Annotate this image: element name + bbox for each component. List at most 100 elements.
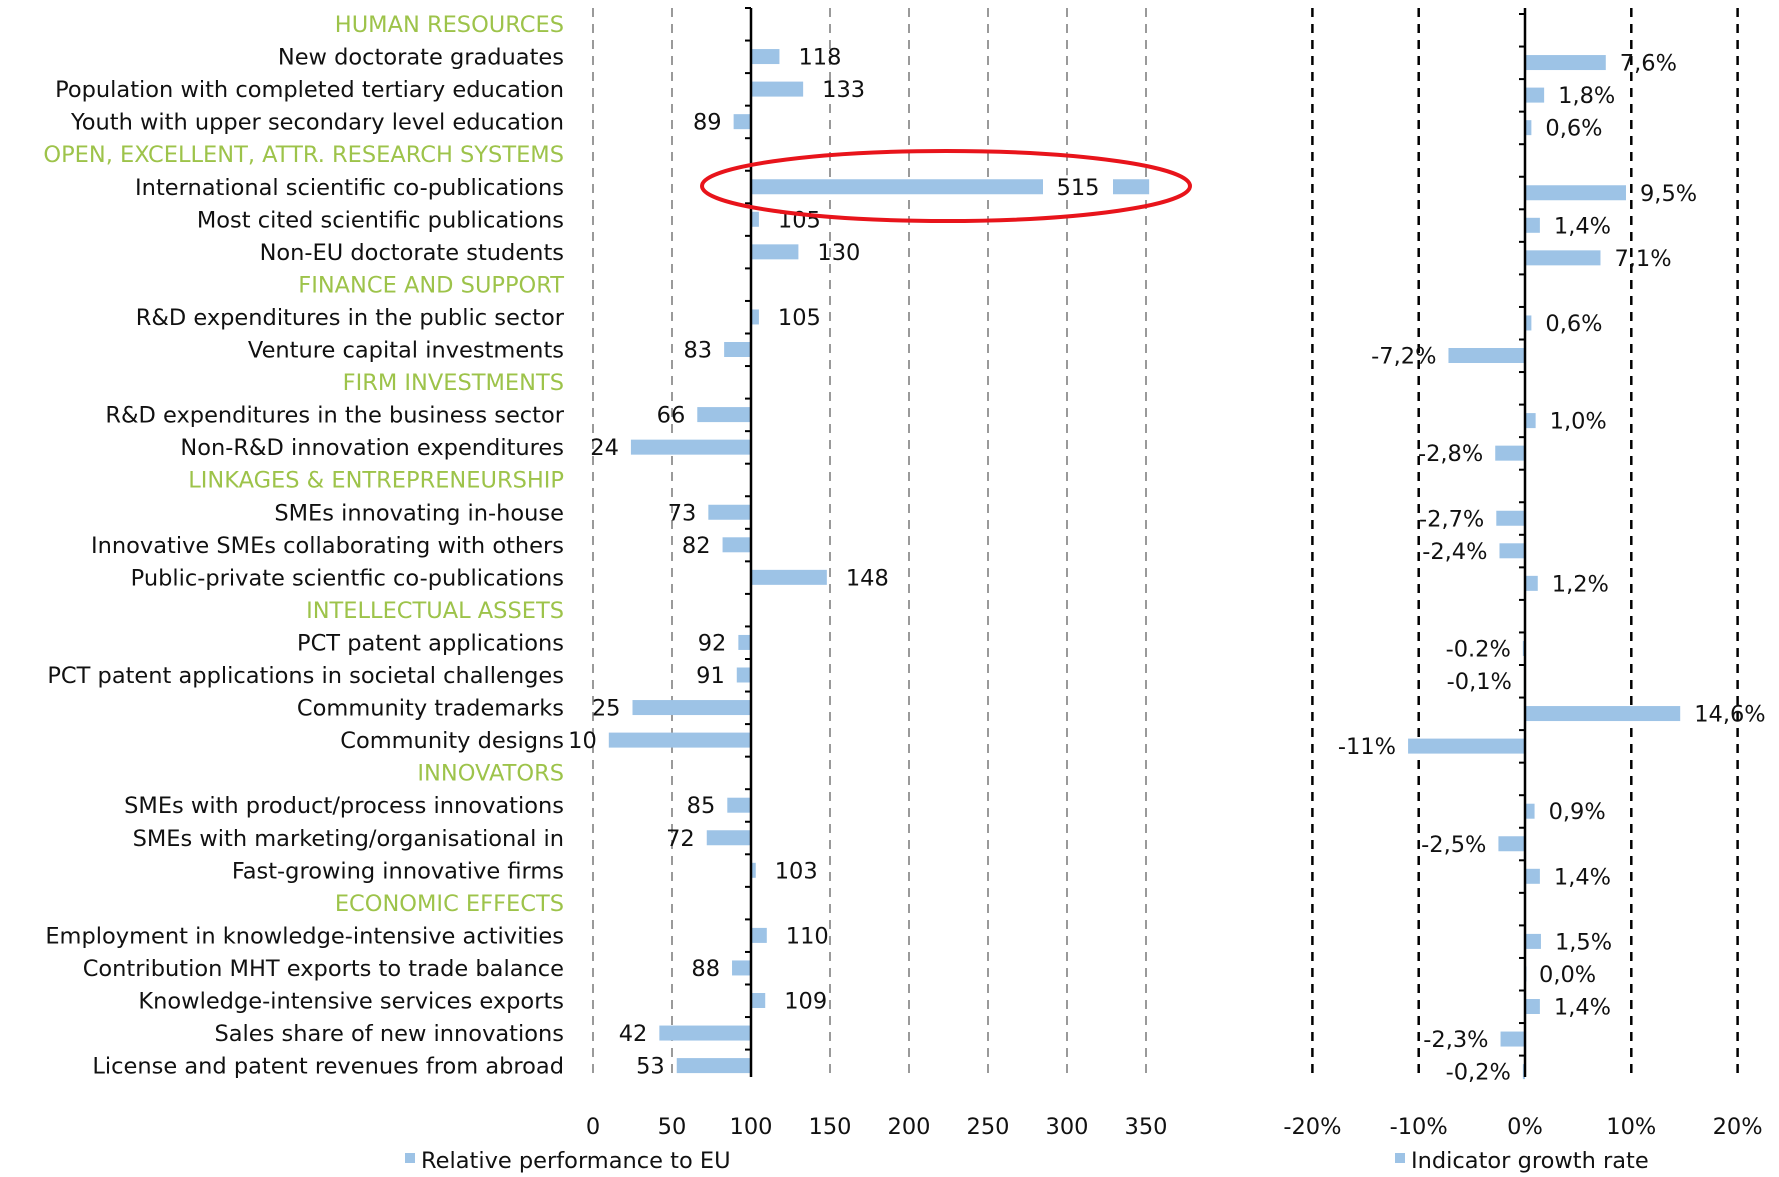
row-label-contribution-mht-exports-to-trade-balance: Contribution MHT exports to trade balanc…	[83, 956, 564, 982]
row-label-fast-growing-innovative-firms: Fast-growing innovative firms	[232, 858, 564, 884]
right-value-label-pct-patent-applications: -0.2%	[1446, 636, 1511, 662]
left-bar-smes-with-product-process-innovations	[727, 797, 751, 813]
row-label-r-d-expenditures-in-the-public-sector: R&D expenditures in the public sector	[136, 305, 565, 331]
left-value-label-innovative-smes-collaborating-with-others: 82	[682, 533, 711, 559]
left-value-label-employment-in-knowledge-intensive-activities: 110	[786, 923, 829, 949]
legend-swatch-relative-performance	[405, 1153, 415, 1163]
left-bar-new-doctorate-graduates	[751, 49, 780, 65]
right-bar-employment-in-knowledge-intensive-activities	[1525, 933, 1541, 949]
relative-performance-gridlines	[592, 8, 1147, 1077]
row-labels: HUMAN RESOURCES New doctorate graduates Po…	[43, 12, 564, 1080]
relative-performance-bars: 1181338951510513010583662473821489291251…	[568, 45, 1150, 1080]
right-bar-sales-share-of-new-innovations	[1500, 1031, 1525, 1047]
category-label-intellectual-assets: INTELLECTUAL ASSETS	[306, 598, 564, 624]
right-value-label-population-with-completed-tertiary-education: 1,8%	[1558, 83, 1615, 109]
right-bar-venture-capital-investments	[1448, 348, 1525, 363]
left-tick-label: 50	[658, 1114, 687, 1140]
row-label-youth-with-upper-secondary-level-education: Youth with upper secondary level educati…	[70, 110, 564, 136]
relative-performance-axis: 0 50 100 150 200 250 300 350	[586, 7, 1168, 1140]
left-value-label-r-d-expenditures-in-the-public-sector: 105	[778, 305, 821, 331]
legends: Relative performance to EU Indicator gro…	[405, 1148, 1649, 1174]
row-label-smes-with-marketing-organisational-in: SMEs with marketing/organisational in	[133, 826, 564, 852]
left-value-label-new-doctorate-graduates: 118	[798, 45, 841, 71]
right-tick-label: 10%	[1606, 1114, 1656, 1140]
left-value-label-knowledge-intensive-services-exports: 109	[784, 989, 827, 1015]
category-label-linkages-entrepreneurship: LINKAGES & ENTREPRENEURSHIP	[188, 468, 564, 494]
highlight-ellipse	[700, 149, 1192, 223]
left-value-label-pct-patent-applications: 92	[698, 630, 727, 656]
left-tick-label: 250	[967, 1114, 1010, 1140]
left-value-label-smes-with-marketing-organisational-in: 72	[666, 826, 695, 852]
left-bar-pct-patent-applications-in-societal-challenges	[736, 667, 751, 683]
right-bar-smes-innovating-in-house	[1496, 510, 1525, 526]
right-tick-label: 0%	[1507, 1114, 1543, 1140]
right-bar-knowledge-intensive-services-exports	[1525, 999, 1540, 1014]
row-label-pct-patent-applications-in-societal-challenges: PCT patent applications in societal chal…	[47, 663, 564, 689]
row-label-r-d-expenditures-in-the-business-sector: R&D expenditures in the business sector	[105, 403, 564, 429]
right-value-label-fast-growing-innovative-firms: 1,4%	[1554, 864, 1611, 890]
row-label-community-trademarks: Community trademarks	[297, 696, 564, 722]
growth-rate-bars: 7,6%1,8%0,6%9,5%1,4%7,1%0,6%-7,2%1,0%-2,…	[1338, 51, 1766, 1086]
left-value-label-non-eu-doctorate-students: 130	[817, 240, 860, 266]
growth-rate-axis: -20% -10% 0% 10% 20%	[1283, 8, 1763, 1140]
right-value-label-non-r-d-innovation-expenditures: -2,8%	[1418, 441, 1483, 467]
left-bar-r-d-expenditures-in-the-business-sector	[697, 407, 751, 423]
left-bar-label-knockout	[1043, 175, 1113, 199]
right-value-label-contribution-mht-exports-to-trade-balance: 0,0%	[1539, 962, 1596, 988]
left-tick-label: 350	[1125, 1114, 1168, 1140]
right-bar-most-cited-scientific-publications	[1525, 217, 1540, 233]
right-bar-fast-growing-innovative-firms	[1525, 868, 1540, 884]
left-bar-most-cited-scientific-publications	[751, 211, 759, 227]
right-value-label-innovative-smes-collaborating-with-others: -2,4%	[1422, 539, 1487, 565]
left-value-label-international-scientific-co-publications: 515	[1057, 175, 1100, 201]
left-bar-license-and-patent-revenues-from-abroad	[676, 1058, 751, 1074]
left-value-label-youth-with-upper-secondary-level-education: 89	[693, 110, 722, 136]
left-tick-label: 100	[730, 1114, 773, 1140]
right-value-label-pct-patent-applications-in-societal-challenges: -0,1%	[1447, 669, 1512, 695]
row-label-pct-patent-applications: PCT patent applications	[297, 630, 564, 656]
row-label-venture-capital-investments: Venture capital investments	[248, 338, 564, 364]
row-label-public-private-scientfic-co-publications: Public-private scientfic co-publications	[131, 565, 564, 591]
left-bar-community-designs	[608, 732, 751, 748]
left-tick-label: 0	[586, 1114, 600, 1140]
right-bar-r-d-expenditures-in-the-public-sector	[1525, 315, 1532, 331]
category-label-human-resources: HUMAN RESOURCES	[335, 12, 564, 38]
row-label-smes-innovating-in-house: SMEs innovating in-house	[274, 500, 564, 526]
left-bar-non-r-d-innovation-expenditures	[630, 439, 751, 455]
left-tick-label: 200	[888, 1114, 931, 1140]
row-label-smes-with-product-process-innovations: SMEs with product/process innovations	[124, 793, 564, 819]
left-bar-knowledge-intensive-services-exports	[751, 993, 766, 1008]
row-label-employment-in-knowledge-intensive-activities: Employment in knowledge-intensive activi…	[45, 923, 564, 949]
right-value-label-venture-capital-investments: -7,2%	[1371, 344, 1436, 370]
right-value-label-knowledge-intensive-services-exports: 1,4%	[1554, 995, 1611, 1021]
left-bar-contribution-mht-exports-to-trade-balance	[732, 960, 751, 976]
left-bar-smes-innovating-in-house	[708, 504, 751, 520]
right-value-label-r-d-expenditures-in-the-business-sector: 1,0%	[1550, 409, 1607, 435]
left-bar-pct-patent-applications	[738, 634, 751, 650]
left-bar-non-eu-doctorate-students	[751, 244, 799, 260]
row-label-knowledge-intensive-services-exports: Knowledge-intensive services exports	[138, 989, 564, 1015]
row-label-innovative-smes-collaborating-with-others: Innovative SMEs collaborating with other…	[91, 533, 564, 559]
left-value-label-community-designs: 10	[568, 728, 597, 754]
row-label-new-doctorate-graduates: New doctorate graduates	[278, 45, 564, 71]
right-tick-label: -20%	[1283, 1114, 1341, 1140]
row-label-population-with-completed-tertiary-education: Population with completed tertiary educa…	[55, 77, 564, 103]
right-value-label-non-eu-doctorate-students: 7,1%	[1614, 246, 1671, 272]
category-label-economic-effects: ECONOMIC EFFECTS	[335, 891, 564, 917]
left-tick-label: 150	[809, 1114, 852, 1140]
right-value-label-sales-share-of-new-innovations: -2,3%	[1423, 1027, 1488, 1053]
left-bar-public-private-scientfic-co-publications	[751, 569, 827, 585]
right-value-label-community-designs: -11%	[1338, 734, 1396, 760]
right-value-label-smes-with-marketing-organisational-in: -2,5%	[1421, 832, 1486, 858]
left-value-label-sales-share-of-new-innovations: 42	[619, 1021, 648, 1047]
growth-rate-gridlines	[1311, 8, 1739, 1077]
left-bar-sales-share-of-new-innovations	[659, 1025, 751, 1041]
left-value-label-public-private-scientfic-co-publications: 148	[846, 565, 889, 591]
right-bar-international-scientific-co-publications	[1525, 185, 1626, 201]
right-value-label-r-d-expenditures-in-the-public-sector: 0,6%	[1545, 311, 1602, 337]
row-label-most-cited-scientific-publications: Most cited scientific publications	[197, 207, 564, 233]
left-bar-youth-with-upper-secondary-level-education	[733, 114, 751, 130]
row-label-international-scientific-co-publications: International scientific co-publications	[135, 175, 564, 201]
category-label-finance-and-support: FINANCE AND SUPPORT	[298, 272, 564, 298]
